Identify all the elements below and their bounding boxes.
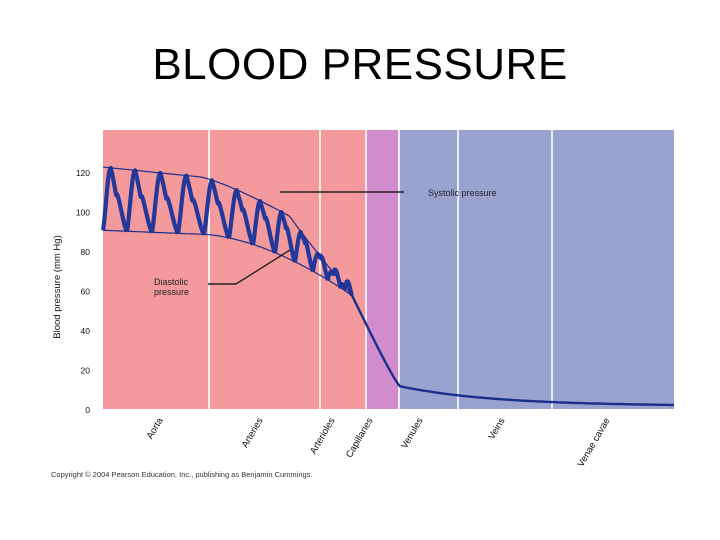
y-tick-label: 80 — [81, 247, 91, 257]
pulse-wave — [175, 173, 206, 236]
y-tick-label: 100 — [76, 208, 90, 218]
x-category-label: Aorta — [145, 415, 166, 441]
mean-pressure-curve — [349, 292, 674, 407]
x-category-label: Arterioles — [308, 416, 338, 456]
pulse-wave — [250, 198, 277, 254]
pressure-curves — [102, 166, 674, 407]
pulse-wave — [149, 170, 180, 235]
pulse-wave — [100, 165, 129, 233]
pulse-wave — [226, 188, 255, 246]
y-tick-label: 60 — [81, 287, 91, 297]
diastolic-label: Diastolic — [154, 277, 189, 287]
diastolic-curve — [102, 229, 352, 296]
pulse-wave — [201, 178, 231, 240]
slide-title: BLOOD PRESSURE — [152, 40, 568, 89]
y-tick-label: 40 — [81, 326, 91, 336]
systolic-label: Systolic pressure — [428, 188, 497, 198]
x-category-label: Capillaries — [344, 416, 376, 460]
x-axis-labels: Aorta Arteries Arterioles Capillaries Venule… — [145, 415, 613, 469]
pulse-waves — [100, 165, 354, 297]
y-tick-label: 120 — [76, 168, 90, 178]
diastolic-label: pressure — [154, 287, 189, 297]
y-tick-label: 0 — [85, 405, 90, 415]
capillary-region — [366, 130, 399, 409]
region-bands — [103, 130, 674, 409]
systolic-curve — [102, 166, 352, 295]
pulse-wave — [325, 267, 343, 290]
arterial-region — [103, 130, 366, 409]
venous-region — [399, 130, 674, 409]
pulse-wave — [124, 168, 154, 234]
x-category-label: Arteries — [240, 416, 266, 450]
copyright-notice: Copyright © 2004 Pearson Education, Inc.… — [51, 470, 313, 479]
x-category-label: Veins — [486, 416, 507, 442]
x-category-label: Venules — [399, 416, 426, 451]
pulse-wave — [292, 230, 315, 273]
y-tick-label: 20 — [81, 366, 91, 376]
y-axis-label: Blood pressure (mm Hg) — [52, 235, 63, 338]
x-category-label: Venae cavae — [576, 416, 613, 469]
diastolic-leader — [208, 249, 291, 285]
y-axis: 0 20 40 60 80 100 120 Blood pressure (mm Hg) — [52, 168, 90, 415]
pulse-wave — [272, 210, 297, 264]
